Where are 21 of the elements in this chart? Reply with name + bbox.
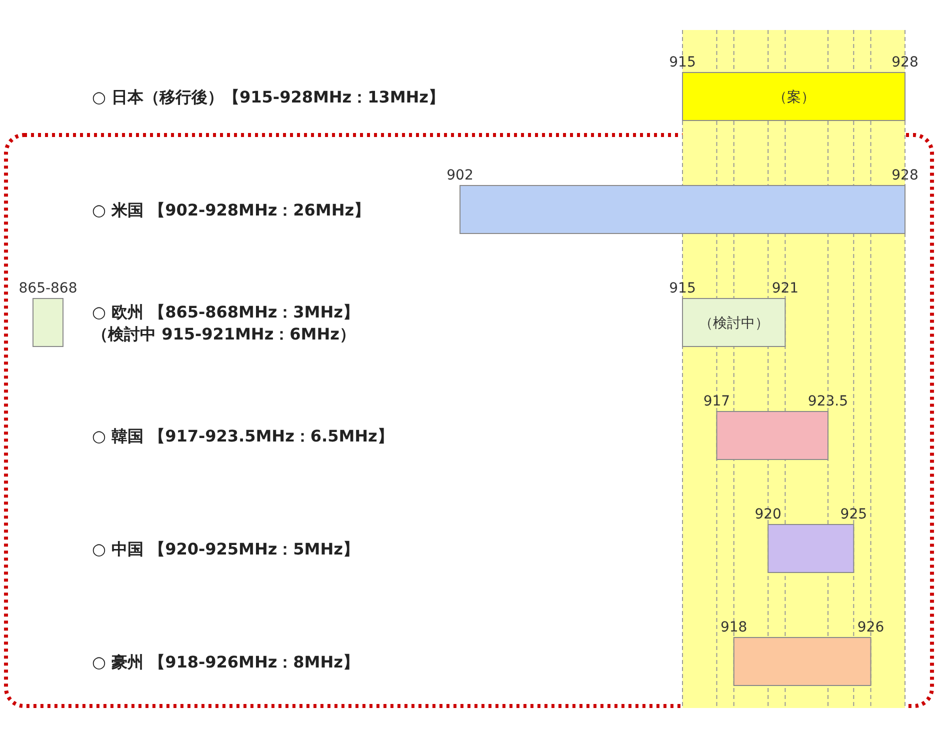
annotation: 928 xyxy=(892,168,918,184)
annotation: 915 xyxy=(669,280,696,296)
category-label: ○ 日本（移行後）【915-928MHz：13MHz】 xyxy=(92,88,444,106)
annotation: 926 xyxy=(857,620,884,636)
value-label: （検討中） xyxy=(698,316,769,332)
category-label: ○ 韓国 【917-923.5MHz：6.5MHz】 xyxy=(92,426,394,446)
annotation: 918 xyxy=(720,620,748,636)
annotation: 925 xyxy=(840,506,868,522)
annotation: 917 xyxy=(703,394,730,410)
annotation: 902 xyxy=(446,168,474,184)
category-label: ○ 欧州 【865-868MHz：3MHz】（検討中 915-921MHz：6MHz） xyxy=(92,302,359,344)
value-label: （案） xyxy=(772,90,815,106)
annotation: 865-868 xyxy=(18,280,78,296)
x-tick-label: 928 xyxy=(892,54,918,70)
annotation: 923.5 xyxy=(808,394,848,410)
category-label: ○ 米国 【902-928MHz：26MHz】 xyxy=(92,200,370,220)
annotation: 920 xyxy=(754,506,782,522)
category-label: ○ 豪州 【918-926MHz：8MHz】 xyxy=(92,652,359,672)
annotation: 921 xyxy=(772,280,799,296)
category-label: ○ 中国 【920-925MHz：5MHz】 xyxy=(92,540,359,558)
x-tick-label: 915 xyxy=(669,54,696,70)
